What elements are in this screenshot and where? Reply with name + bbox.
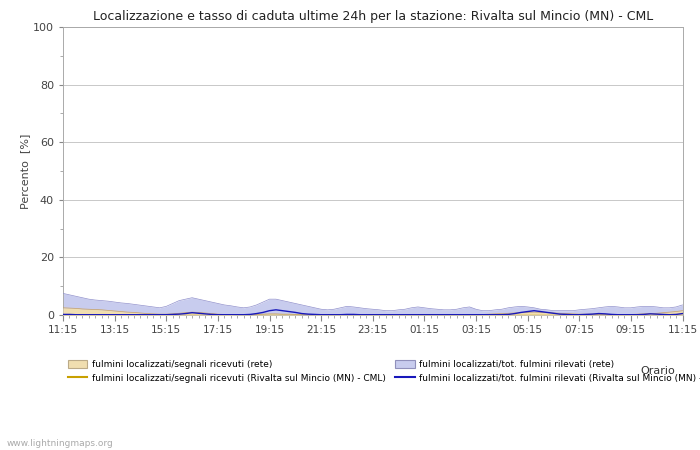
- Text: www.lightningmaps.org: www.lightningmaps.org: [7, 439, 113, 448]
- Legend: fulmini localizzati/segnali ricevuti (rete), fulmini localizzati/segnali ricevut: fulmini localizzati/segnali ricevuti (re…: [67, 360, 700, 382]
- Text: Orario: Orario: [640, 366, 676, 376]
- Y-axis label: Percento  [%]: Percento [%]: [20, 133, 30, 209]
- Title: Localizzazione e tasso di caduta ultime 24h per la stazione: Rivalta sul Mincio : Localizzazione e tasso di caduta ultime …: [92, 10, 653, 23]
